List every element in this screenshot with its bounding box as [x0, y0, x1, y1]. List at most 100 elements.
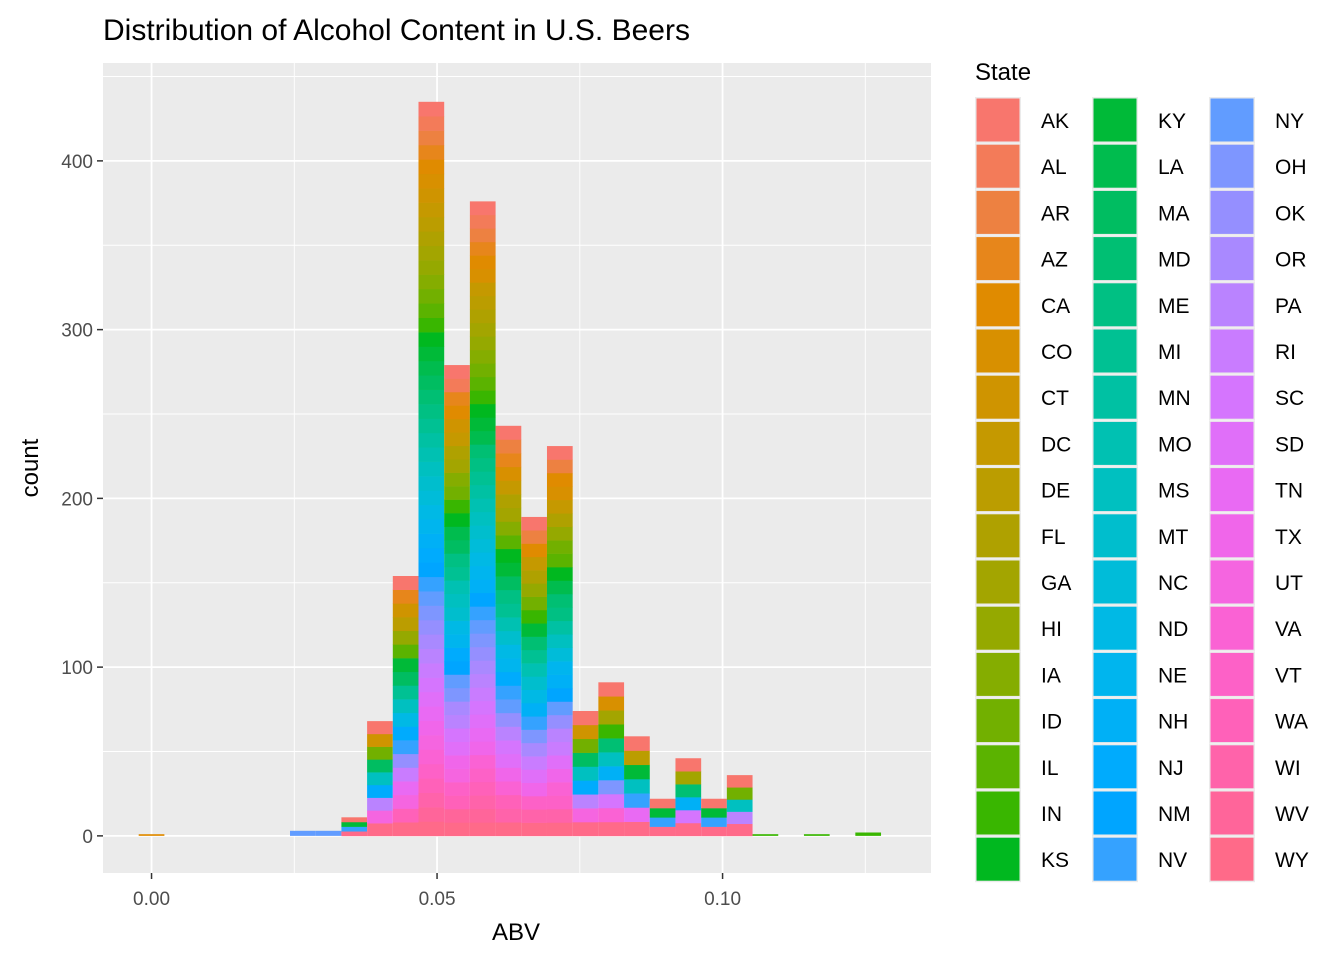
- bar-segment: [521, 609, 547, 624]
- bar-segment: [572, 822, 599, 837]
- histogram-bar: [418, 101, 445, 837]
- bar-segment: [418, 288, 445, 304]
- legend-swatch: [1093, 283, 1137, 327]
- bar-segment: [675, 822, 702, 837]
- bar-segment: [392, 617, 419, 632]
- bar-segment: [469, 309, 496, 324]
- legend-label: ID: [1041, 711, 1062, 734]
- bar-segment: [495, 439, 522, 454]
- histogram-bar: [392, 576, 419, 837]
- bar-segment: [444, 378, 470, 393]
- bar-segment: [341, 831, 368, 837]
- bar-segment: [469, 687, 496, 702]
- bar-segment: [418, 691, 445, 707]
- bar-segment: [418, 807, 445, 822]
- bar-segment: [546, 674, 573, 689]
- bar-segment: [598, 780, 625, 795]
- bar-segment: [469, 430, 496, 445]
- bar-segment: [546, 620, 573, 635]
- bar-segment: [546, 593, 573, 608]
- bar-segment: [392, 589, 419, 604]
- bar-segment: [392, 794, 419, 809]
- bar-segment: [418, 821, 445, 837]
- bar-segment: [572, 711, 599, 726]
- bar-segment: [392, 603, 419, 618]
- legend-label: VA: [1275, 618, 1301, 641]
- bar-segment: [469, 606, 496, 621]
- bar-segment: [444, 728, 470, 743]
- legend-label: MD: [1158, 249, 1191, 272]
- legend-swatch: [976, 421, 1020, 465]
- bar-segment: [546, 714, 573, 729]
- bar-segment: [521, 543, 547, 558]
- bar-segment: [418, 548, 445, 563]
- bar-segment: [495, 767, 522, 782]
- bar-segment: [418, 720, 445, 736]
- legend-label: CA: [1041, 295, 1070, 318]
- bar-segment: [495, 548, 522, 563]
- bar-segment: [495, 671, 522, 686]
- bar-segment: [469, 727, 496, 742]
- bar-segment: [469, 349, 496, 364]
- bar-segment: [418, 706, 445, 722]
- bar-segment: [495, 507, 522, 522]
- legend-swatch: [976, 560, 1020, 604]
- histogram-bar: [315, 830, 342, 836]
- bar-segment: [418, 216, 445, 232]
- histogram-bar: [855, 832, 882, 836]
- legend-swatch: [976, 144, 1020, 188]
- bar-segment: [469, 336, 496, 351]
- bar-segment: [521, 782, 547, 797]
- legend-label: AL: [1041, 156, 1067, 179]
- bar-segment: [367, 810, 393, 824]
- bar-segment: [546, 808, 573, 823]
- bar-segment: [418, 245, 445, 261]
- bar-segment: [675, 758, 702, 772]
- bar-segment: [418, 375, 445, 390]
- bar-segment: [495, 644, 522, 659]
- bar-segment: [752, 834, 779, 836]
- legend-label: VT: [1275, 664, 1302, 687]
- bar-segment: [521, 570, 547, 584]
- bar-segment: [572, 808, 599, 823]
- bar-segment: [469, 525, 496, 540]
- bar-segment: [469, 619, 496, 634]
- legend-label: MI: [1158, 341, 1181, 364]
- bar-segment: [546, 459, 573, 474]
- histogram-bar: [675, 758, 702, 837]
- bar-segment: [444, 472, 470, 487]
- bar-segment: [701, 826, 727, 837]
- bar-segment: [418, 533, 445, 549]
- legend-swatch: [976, 837, 1020, 881]
- bar-segment: [444, 634, 470, 648]
- bar-segment: [418, 504, 445, 520]
- bar-segment: [572, 780, 599, 795]
- legend-label: CT: [1041, 387, 1069, 410]
- bar-segment: [726, 775, 753, 788]
- bar-segment: [469, 214, 496, 229]
- legend-label: GA: [1041, 572, 1071, 595]
- bar-segment: [290, 830, 316, 836]
- legend-swatch: [1210, 421, 1254, 465]
- legend-label: NC: [1158, 572, 1188, 595]
- bar-segment: [469, 579, 496, 594]
- bar-segment: [521, 636, 547, 651]
- bar-segment: [521, 729, 547, 744]
- minor-gridlines: [103, 63, 931, 873]
- bar-segment: [546, 782, 573, 796]
- bar-segment: [418, 792, 445, 808]
- bar-segment: [418, 332, 445, 347]
- bar-segment: [469, 714, 496, 729]
- bar-segment: [598, 766, 625, 781]
- bar-segment: [546, 567, 573, 581]
- bar-segment: [392, 753, 419, 768]
- bar-segment: [444, 499, 470, 514]
- bar-segment: [444, 418, 470, 433]
- bar-segment: [469, 633, 496, 648]
- bar-segment: [418, 735, 445, 750]
- bar-segment: [495, 480, 522, 495]
- bar-segment: [418, 360, 445, 376]
- bar-segment: [546, 768, 573, 783]
- bar-segment: [675, 771, 702, 785]
